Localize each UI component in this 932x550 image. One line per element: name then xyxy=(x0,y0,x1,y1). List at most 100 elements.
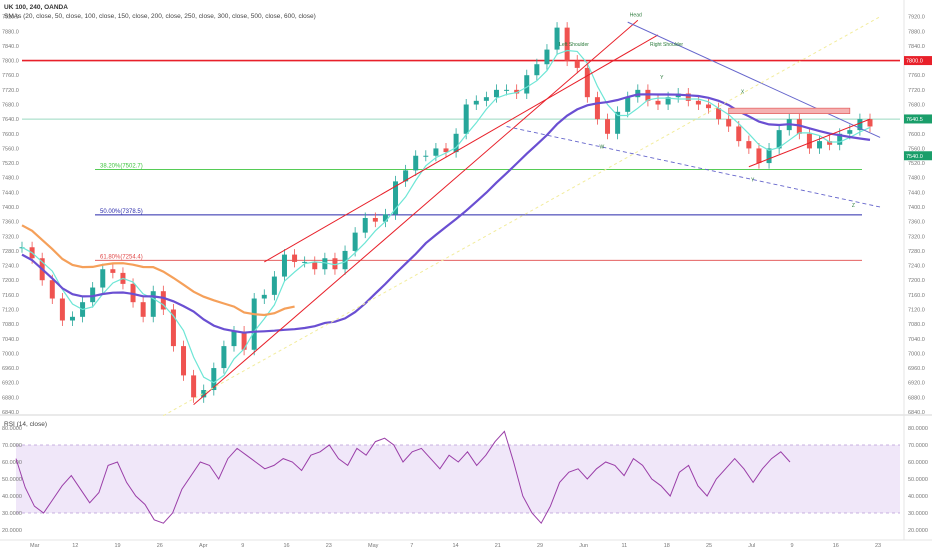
price-axis-left-label: 7920.0 xyxy=(2,15,19,21)
rsi-axis-right-label: 20.0000 xyxy=(908,528,928,534)
candle-body xyxy=(504,89,510,91)
rsi-axis-right-label: 50.0000 xyxy=(908,477,928,483)
price-label-badge xyxy=(904,114,932,124)
price-axis-left-label: 7240.0 xyxy=(2,264,19,270)
wave-annotation-label: X xyxy=(741,90,745,96)
candle-body xyxy=(261,294,267,299)
price-axis-left-label: 7640.0 xyxy=(2,117,19,123)
candle-body xyxy=(100,269,106,288)
sma-20-line xyxy=(21,49,871,384)
candle-body xyxy=(473,100,479,105)
price-axis-left-label: 7520.0 xyxy=(2,161,19,167)
fib-level-label: 61.80%(7254.4) xyxy=(100,254,143,260)
price-axis-left-label: 7880.0 xyxy=(2,29,19,35)
candle-body xyxy=(423,155,429,157)
price-label-badge xyxy=(904,56,932,66)
candle-body xyxy=(191,375,197,398)
wave-annotation-label: Y xyxy=(660,75,664,81)
candle-body xyxy=(342,250,348,270)
time-axis-label: 26 xyxy=(157,543,163,549)
time-axis-label: 9 xyxy=(791,543,794,549)
candle-body xyxy=(281,254,287,277)
candle-body xyxy=(554,27,560,50)
price-axis-left-label: 7760.0 xyxy=(2,73,19,79)
time-axis-label: May xyxy=(368,543,379,549)
candle-body xyxy=(655,100,661,105)
candle-body xyxy=(271,276,277,295)
time-axis-label: 11 xyxy=(622,543,628,549)
candle-body xyxy=(433,148,439,156)
candle-body xyxy=(514,89,520,94)
price-axis-left-label: 7160.0 xyxy=(2,293,19,299)
time-axis-label: 14 xyxy=(453,543,459,549)
price-axis-right-label: 7200.0 xyxy=(908,278,925,284)
time-axis-label: 7 xyxy=(410,543,413,549)
sma-legend: SMAs (20, close, 50, close, 100, close, … xyxy=(4,13,316,20)
candle-body xyxy=(605,119,611,134)
candle-body xyxy=(463,104,469,134)
rsi-band xyxy=(16,445,900,513)
candle-body xyxy=(231,331,237,347)
time-axis-label: 16 xyxy=(833,543,839,549)
price-axis-right-label: 7920.0 xyxy=(908,15,925,21)
triangle-lower-line xyxy=(748,118,871,168)
price-axis-left-label: 7800.0 xyxy=(2,59,19,65)
price-label-badge xyxy=(904,151,932,161)
price-axis-right-label: 7520.0 xyxy=(908,161,925,167)
time-axis-label: Jul xyxy=(748,543,755,549)
wave-annotation-label: Right Shoulder xyxy=(650,42,683,48)
candle-body xyxy=(766,148,772,164)
fib-level-label: 38.20%(7502.7) xyxy=(100,163,143,169)
wave-annotation-label: Y xyxy=(751,177,755,183)
candle-body xyxy=(312,261,318,270)
rsi-axis-left-label: 70.0000 xyxy=(2,443,22,449)
price-axis-left-label: 7360.0 xyxy=(2,220,19,226)
yellow-dotted-trendline xyxy=(163,16,881,417)
dashed-trendline xyxy=(506,126,881,208)
price-axis-right-label: 7560.0 xyxy=(908,146,925,152)
time-axis-label: 29 xyxy=(537,543,543,549)
descending-trendline xyxy=(627,21,881,138)
candle-body xyxy=(493,89,499,98)
time-axis-label: Apr xyxy=(199,543,208,549)
price-axis-left-label: 6920.0 xyxy=(2,381,19,387)
candle-body xyxy=(393,181,399,215)
candle-body xyxy=(140,302,146,317)
time-axis-label: 19 xyxy=(115,543,121,549)
rsi-axis-left-label: 50.0000 xyxy=(2,477,22,483)
price-axis-left-label: 7840.0 xyxy=(2,44,19,50)
channel-upper-line xyxy=(264,34,659,263)
price-axis-right-label: 7680.0 xyxy=(908,103,925,109)
candle-body xyxy=(352,232,358,251)
candle-body xyxy=(332,258,338,270)
price-axis-right-label: 7080.0 xyxy=(908,322,925,328)
rsi-legend: RSI (14, close) xyxy=(4,421,47,428)
candle-body xyxy=(372,217,378,222)
price-axis-left-label: 7120.0 xyxy=(2,308,19,314)
price-axis-left-label: 7600.0 xyxy=(2,132,19,138)
candle-body xyxy=(413,155,419,171)
rsi-axis-right-label: 60.0000 xyxy=(908,460,928,466)
candle-body xyxy=(837,133,843,145)
candle-body xyxy=(594,97,600,120)
price-axis-right-label: 6960.0 xyxy=(908,366,925,372)
channel-lower-line xyxy=(193,19,639,406)
sma-long-line xyxy=(21,93,871,334)
time-axis-label: 18 xyxy=(664,543,670,549)
price-axis-left-label: 7440.0 xyxy=(2,190,19,196)
rsi-axis-left-label: 20.0000 xyxy=(2,528,22,534)
price-axis-right-label: 7720.0 xyxy=(908,88,925,94)
sma-orange-line xyxy=(21,224,295,317)
price-axis-right-label: 7000.0 xyxy=(908,351,925,357)
candle-body xyxy=(181,346,187,376)
price-axis-right-label: 7840.0 xyxy=(908,44,925,50)
price-axis-left-label: 7080.0 xyxy=(2,322,19,328)
price-axis-right-label: 7880.0 xyxy=(908,29,925,35)
price-axis-right-label: 7400.0 xyxy=(908,205,925,211)
time-axis-label: Jun xyxy=(579,543,588,549)
time-axis-label: 21 xyxy=(495,543,501,549)
price-axis-right-label: 7760.0 xyxy=(908,73,925,79)
candle-body xyxy=(534,64,540,76)
wave-annotation-label: Head xyxy=(630,13,642,19)
